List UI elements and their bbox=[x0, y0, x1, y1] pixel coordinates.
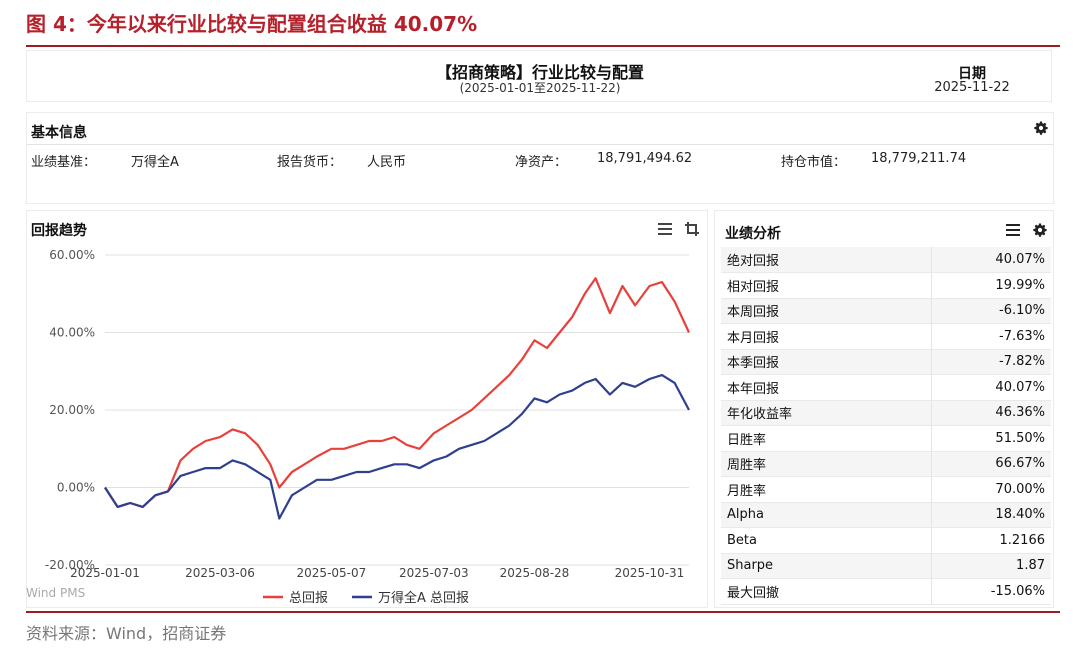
metric-label: Beta bbox=[721, 527, 932, 554]
metric-value: 46.36% bbox=[931, 400, 1051, 426]
metric-value: -7.82% bbox=[931, 349, 1051, 375]
x-tick-label: 2025-01-01 bbox=[70, 566, 140, 580]
y-tick-label: -20.00% bbox=[45, 558, 95, 572]
benchmark-label: 业绩基准： bbox=[31, 155, 97, 170]
table-row: 本季回报 -7.82% bbox=[721, 349, 1051, 375]
metric-label: Alpha bbox=[721, 502, 932, 528]
metric-label: Sharpe bbox=[721, 553, 932, 579]
metric-label: 本周回报 bbox=[721, 298, 932, 324]
metric-label: 最大回撤 bbox=[721, 578, 932, 605]
figure-title: 图 4：今年以来行业比较与配置组合收益 40.07% bbox=[26, 12, 478, 36]
series-line-2 bbox=[104, 374, 690, 520]
metric-value: 19.99% bbox=[931, 272, 1051, 299]
table-row: Alpha 18.40% bbox=[721, 502, 1051, 528]
performance-title: 业绩分析 bbox=[725, 226, 781, 242]
series-line-1 bbox=[104, 277, 690, 508]
metric-value: -15.06% bbox=[931, 578, 1051, 605]
source-note: 资料来源：Wind，招商证券 bbox=[26, 624, 227, 643]
metric-label: 相对回报 bbox=[721, 272, 932, 299]
date-label: 日期 bbox=[958, 66, 986, 82]
report-header-panel: 【招商策略】行业比较与配置 (2025-01-01至2025-11-22) 日期… bbox=[26, 50, 1052, 102]
table-row: 本年回报 40.07% bbox=[721, 374, 1051, 401]
table-row: 周胜率 66.67% bbox=[721, 451, 1051, 477]
y-tick-label: 20.00% bbox=[49, 403, 95, 417]
x-tick-label: 2025-08-28 bbox=[500, 566, 570, 580]
metric-label: 绝对回报 bbox=[721, 247, 932, 273]
table-row: 本周回报 -6.10% bbox=[721, 298, 1051, 324]
market-value-value: 18,779,211.74 bbox=[871, 151, 967, 166]
performance-panel: 业绩分析 绝对回报 40.07% 相对回报 19.99% 本周回报 -6.10% 本月… bbox=[714, 210, 1054, 608]
x-tick-label: 2025-10-31 bbox=[615, 566, 685, 580]
performance-table: 绝对回报 40.07% 相对回报 19.99% 本周回报 -6.10% 本月回报 -7.… bbox=[721, 247, 1051, 605]
basic-info-divider bbox=[27, 144, 1053, 145]
market-value-label: 持仓市值： bbox=[781, 155, 847, 170]
table-row: 相对回报 19.99% bbox=[721, 272, 1051, 299]
metric-label: 周胜率 bbox=[721, 451, 932, 477]
metric-label: 年化收益率 bbox=[721, 400, 932, 426]
table-row: 年化收益率 46.36% bbox=[721, 400, 1051, 426]
menu-icon[interactable] bbox=[657, 222, 673, 236]
metric-value: 66.67% bbox=[931, 451, 1051, 477]
return-trend-chart: 60.00% 40.00% 20.00% 0.00% -20.00%2025-01-01… bbox=[45, 248, 690, 606]
y-tick-label: 40.00% bbox=[49, 326, 95, 340]
metric-value: 70.00% bbox=[931, 476, 1051, 503]
currency-value: 人民币 bbox=[367, 155, 407, 170]
metric-value: -7.63% bbox=[931, 323, 1051, 350]
y-tick-label: 60.00% bbox=[49, 248, 95, 262]
legend-label: 总回报 bbox=[289, 591, 328, 606]
bottom-rule bbox=[26, 611, 1060, 613]
metric-value: 51.50% bbox=[931, 425, 1051, 452]
x-tick-label: 2025-05-07 bbox=[297, 566, 367, 580]
table-row: 最大回撤 -15.06% bbox=[721, 578, 1051, 605]
crop-icon[interactable] bbox=[684, 221, 700, 237]
gear-icon[interactable] bbox=[1034, 121, 1048, 135]
metric-label: 日胜率 bbox=[721, 425, 932, 452]
date-value: 2025-11-22 bbox=[934, 80, 1010, 95]
metric-value: -6.10% bbox=[931, 298, 1051, 324]
table-row: 绝对回报 40.07% bbox=[721, 247, 1051, 273]
currency-label: 报告货币： bbox=[277, 155, 343, 170]
nav-label: 净资产： bbox=[515, 155, 568, 170]
metric-label: 月胜率 bbox=[721, 476, 932, 503]
return-trend-title: 回报趋势 bbox=[31, 223, 87, 239]
menu-icon[interactable] bbox=[1005, 223, 1021, 237]
metric-label: 本月回报 bbox=[721, 323, 932, 350]
metric-value: 1.87 bbox=[931, 553, 1051, 579]
top-rule bbox=[26, 45, 1060, 47]
basic-info-panel: 基本信息 业绩基准： 万得全A 报告货币： 人民币 净资产： 18,791,49… bbox=[26, 112, 1054, 204]
metric-label: 本年回报 bbox=[721, 374, 932, 401]
table-row: Beta 1.2166 bbox=[721, 527, 1051, 554]
metric-label: 本季回报 bbox=[721, 349, 932, 375]
metric-value: 40.07% bbox=[931, 374, 1051, 401]
metric-value: 40.07% bbox=[931, 247, 1051, 273]
watermark: Wind PMS bbox=[26, 586, 86, 600]
gear-icon[interactable] bbox=[1033, 223, 1047, 237]
metric-value: 1.2166 bbox=[931, 527, 1051, 554]
table-row: 本月回报 -7.63% bbox=[721, 323, 1051, 350]
return-trend-panel: 回报趋势 60.00% 40.00% 20.00% 0.00% -20.00% 2025-… bbox=[26, 210, 708, 608]
x-tick-label: 2025-07-03 bbox=[399, 566, 469, 580]
nav-value: 18,791,494.62 bbox=[597, 151, 693, 166]
table-row: 日胜率 51.50% bbox=[721, 425, 1051, 452]
legend-label: 万得全A 总回报 bbox=[378, 590, 469, 606]
table-row: Sharpe 1.87 bbox=[721, 553, 1051, 579]
metric-value: 18.40% bbox=[931, 502, 1051, 528]
benchmark-value: 万得全A bbox=[131, 155, 179, 170]
x-tick-label: 2025-03-06 bbox=[185, 566, 255, 580]
basic-info-title: 基本信息 bbox=[31, 125, 87, 141]
table-row: 月胜率 70.00% bbox=[721, 476, 1051, 503]
report-date-range: (2025-01-01至2025-11-22) bbox=[459, 81, 621, 95]
y-tick-label: 0.00% bbox=[57, 481, 95, 495]
report-title: 【招商策略】行业比较与配置 bbox=[435, 63, 644, 82]
